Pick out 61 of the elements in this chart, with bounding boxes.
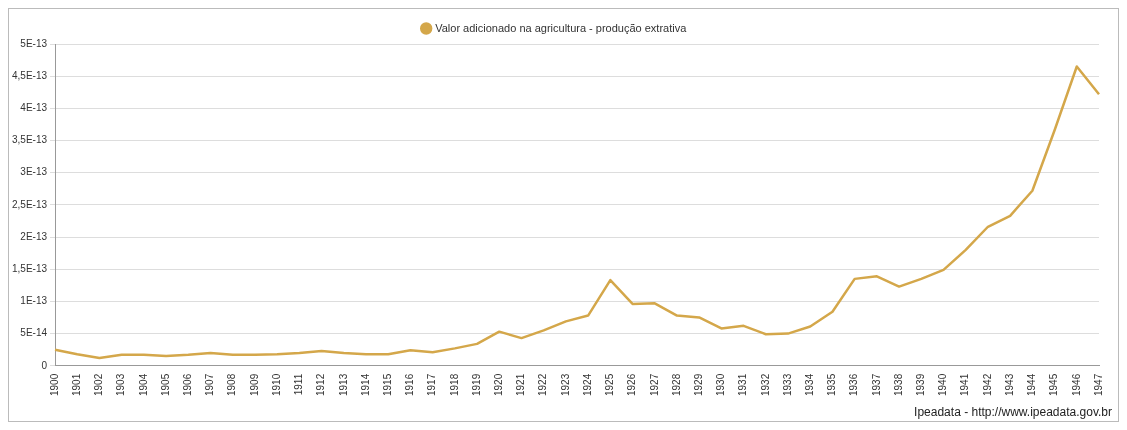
text: Ipeadata - http://www.ipeadata.gov.br	[914, 405, 1112, 419]
y-tick-label: 5E-13	[20, 37, 48, 49]
legend-label: Valor adicionado na agricultura - produção extrativa	[435, 21, 688, 34]
x-tick-label: 1915	[381, 373, 393, 396]
x-tick-label: 1903	[115, 373, 127, 396]
y-tick-label: 1,5E-13	[11, 262, 48, 274]
x-tick-label: 1946	[1070, 373, 1082, 396]
x-tick-label: 1917	[426, 373, 438, 396]
x-tick-label: 1914	[359, 373, 371, 396]
x-tick-label: 1902	[93, 373, 105, 396]
x-tick-label: 1935	[826, 373, 838, 396]
x-tick-label: 1907	[204, 373, 216, 396]
y-tick-label: 2,5E-13	[11, 198, 48, 210]
x-tick-label: 1929	[692, 373, 704, 396]
y-tick-label: 4E-13	[20, 102, 48, 114]
x-tick-label: 1924	[581, 373, 593, 396]
x-tick-label: 1909	[248, 373, 260, 396]
x-tick-label: 1937	[870, 373, 882, 396]
x-tick-label: 1940	[937, 373, 949, 396]
y-tick-label: 2E-13	[20, 230, 48, 242]
x-tick-label: 1913	[337, 373, 349, 396]
x-tick-label: 1941	[959, 373, 971, 396]
x-tick-label: 1944	[1026, 373, 1038, 396]
y-tick-label: 3,5E-13	[11, 134, 48, 146]
x-tick-label: 1926	[626, 373, 638, 396]
x-tick-label: 1921	[515, 373, 527, 396]
x-tick-label: 1934	[803, 373, 815, 396]
x-tick-label: 1925	[604, 373, 616, 396]
x-tick-label: 1905	[159, 373, 171, 396]
x-tick-label: 1930	[715, 373, 727, 396]
x-tick-label: 1920	[493, 373, 505, 396]
y-tick-label: 3E-13	[20, 166, 48, 178]
x-tick-label: 1928	[670, 373, 682, 396]
x-tick-label: 1938	[892, 373, 904, 396]
x-tick-label: 1927	[648, 373, 660, 396]
x-tick-label: 1918	[448, 373, 460, 396]
x-tick-label: 1916	[404, 373, 416, 396]
x-tick-label: 1947	[1092, 373, 1104, 396]
y-tick-label: 5E-14	[20, 327, 48, 339]
y-tick-label: 4,5E-13	[11, 69, 48, 81]
x-tick-label: 1939	[915, 373, 927, 396]
x-tick-label: 1901	[70, 373, 82, 396]
x-tick-label: 1912	[315, 373, 327, 396]
x-tick-label: 1904	[137, 373, 149, 396]
x-tick-label: 1933	[781, 373, 793, 396]
x-tick-label: 1932	[759, 373, 771, 396]
x-tick-label: 1942	[981, 373, 993, 396]
y-tick-label: 1E-13	[20, 295, 48, 307]
x-tick-label: 1908	[226, 373, 238, 396]
x-tick-label: 1945	[1048, 373, 1060, 396]
x-tick-label: 1943	[1003, 373, 1015, 396]
x-tick-label: 1911	[293, 373, 305, 396]
x-tick-label: 1931	[737, 373, 749, 396]
x-tick-label: 1900	[48, 373, 60, 396]
x-tick-label: 1922	[537, 373, 549, 396]
x-tick-label: 1936	[848, 373, 860, 396]
x-tick-label: 1919	[470, 373, 482, 396]
x-tick-label: 1910	[270, 373, 282, 396]
y-tick-label: 0	[41, 359, 48, 371]
x-tick-label: 1923	[559, 373, 571, 396]
x-tick-label: 1906	[182, 373, 194, 396]
